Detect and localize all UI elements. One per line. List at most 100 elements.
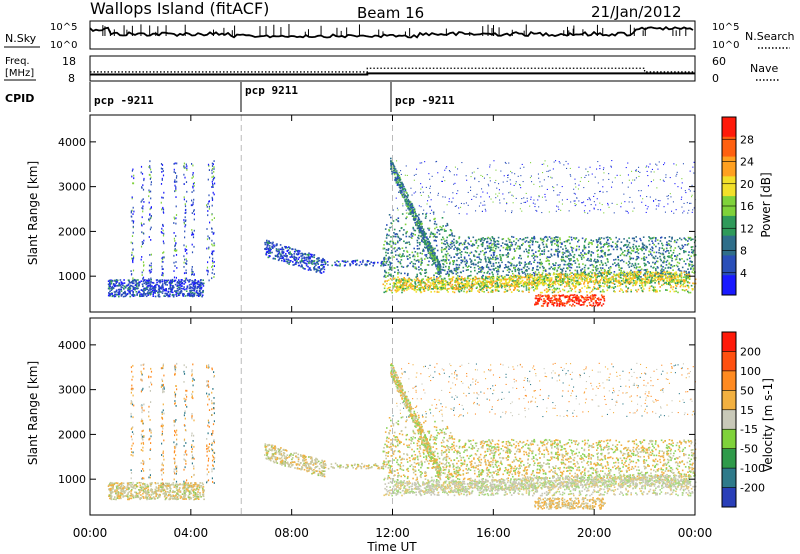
echo-point: [630, 253, 632, 255]
echo-point: [132, 182, 133, 184]
echo-point: [400, 273, 402, 275]
echo-point: [552, 263, 554, 265]
echo-point: [561, 259, 563, 261]
echo-point: [663, 262, 665, 264]
echo-point: [188, 293, 190, 295]
echo-point: [109, 285, 111, 287]
echo-point: [554, 237, 556, 239]
echo-point: [546, 244, 548, 246]
echo-point: [131, 242, 132, 244]
echo-point: [395, 289, 397, 291]
echo-point: [390, 257, 392, 259]
echo-point: [623, 254, 625, 256]
echo-point: [610, 267, 612, 269]
echo-point: [551, 249, 553, 251]
echo-point: [207, 274, 208, 276]
echo-point: [550, 241, 552, 243]
echo-point: [644, 256, 646, 258]
echo-point: [615, 246, 617, 248]
echo-point: [388, 248, 390, 250]
echo-point: [388, 229, 390, 231]
echo-point: [676, 242, 678, 244]
echo-point: [397, 272, 399, 274]
echo-point: [178, 293, 180, 295]
echo-point: [571, 247, 573, 249]
echo-point: [189, 279, 191, 281]
echo-point: [559, 239, 561, 241]
echo-point: [433, 277, 435, 279]
echo-point: [150, 169, 151, 171]
echo-point: [176, 214, 177, 216]
echo-point: [288, 246, 290, 248]
echo-point: [143, 189, 144, 191]
echo-point: [209, 280, 210, 282]
echo-point: [650, 266, 652, 268]
echo-point: [175, 181, 176, 183]
echo-point: [413, 266, 415, 268]
echo-point: [689, 258, 691, 260]
echo-point: [298, 262, 300, 264]
echo-point: [569, 270, 571, 272]
echo-point: [443, 280, 445, 282]
echo-point: [560, 291, 562, 293]
echo-point: [111, 293, 113, 295]
echo-point: [657, 261, 659, 263]
echo-point: [670, 285, 672, 287]
echo-point: [436, 232, 438, 234]
echo-point: [547, 277, 549, 279]
echo-point: [537, 262, 539, 264]
echo-point: [212, 269, 213, 271]
echo-point: [143, 289, 145, 291]
echo-point: [446, 251, 448, 253]
echo-point: [142, 184, 143, 186]
echo-point: [575, 291, 577, 293]
echo-point: [141, 222, 142, 224]
echo-point: [575, 287, 577, 289]
echo-point: [680, 281, 682, 283]
echo-point: [564, 241, 566, 243]
echo-point: [442, 260, 444, 262]
echo-point: [584, 269, 586, 271]
echo-point: [463, 248, 465, 250]
echo-point: [453, 289, 455, 291]
echo-point: [455, 268, 457, 270]
echo-point: [213, 192, 214, 194]
echo-point: [627, 250, 629, 252]
echo-point: [607, 254, 609, 256]
echo-point: [142, 274, 143, 276]
echo-point: [610, 253, 612, 255]
echo-point: [304, 253, 306, 255]
echo-point: [409, 244, 411, 246]
echo-point: [418, 248, 420, 250]
echo-point: [511, 236, 513, 238]
echo-point: [181, 279, 183, 281]
echo-point: [527, 266, 529, 268]
echo-point: [183, 255, 184, 257]
echo-point: [500, 259, 502, 261]
echo-point: [642, 285, 644, 287]
echo-point: [504, 243, 506, 245]
echo-point: [193, 176, 194, 178]
echo-point: [459, 282, 461, 284]
echo-point: [168, 296, 170, 298]
echo-point: [147, 285, 149, 287]
echo-point: [466, 261, 468, 263]
echo-point: [471, 260, 473, 262]
echo-point: [454, 270, 456, 272]
echo-point: [206, 248, 207, 250]
echo-point: [138, 292, 140, 294]
echo-point: [137, 283, 139, 285]
echo-point: [382, 263, 384, 265]
echo-point: [505, 291, 507, 293]
echo-point: [461, 251, 463, 253]
echo-point: [630, 291, 632, 293]
echo-point: [184, 163, 185, 165]
echo-point: [538, 246, 540, 248]
echo-point: [442, 225, 444, 227]
echo-point: [638, 274, 640, 276]
echo-point: [581, 257, 583, 259]
echo-point: [445, 254, 447, 256]
echo-point: [692, 288, 694, 290]
echo-point: [116, 281, 118, 283]
echo-point: [387, 252, 389, 254]
